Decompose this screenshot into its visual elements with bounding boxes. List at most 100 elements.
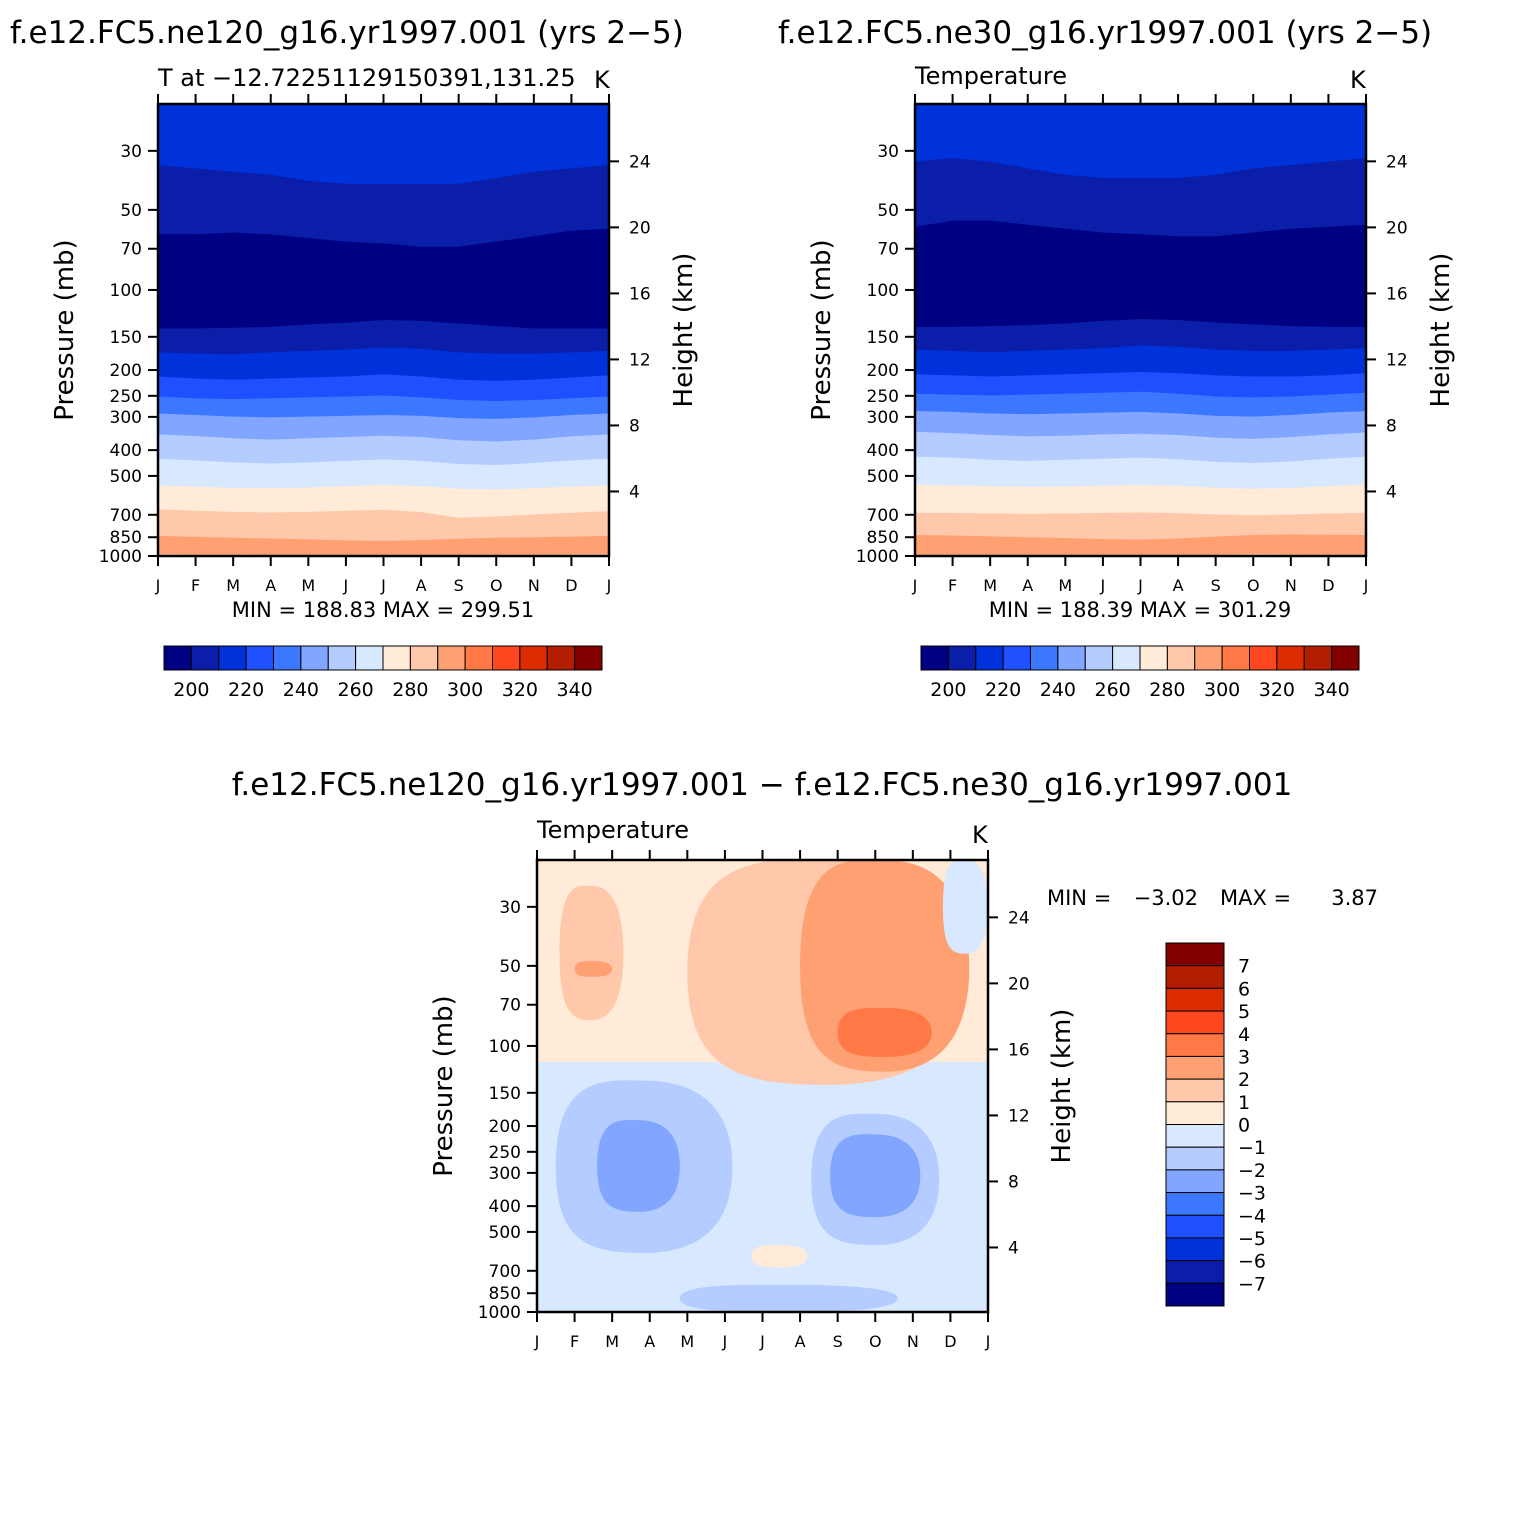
x-tick-label: J	[985, 1332, 991, 1351]
y2-tick-label: 16	[629, 284, 651, 304]
colorbar-swatch	[947, 645, 977, 671]
x-tick-label: O	[490, 576, 503, 595]
colorbar-label: 340	[1313, 679, 1349, 701]
colorbar-label: 0	[1238, 1115, 1250, 1137]
colorbar-swatch	[1165, 942, 1225, 967]
colorbar-label: 280	[392, 679, 428, 701]
x-tick-label: M	[226, 576, 240, 595]
colorbar-label: −6	[1238, 1251, 1266, 1273]
y-tick-label: 30	[120, 142, 142, 162]
x-tick-label: J	[606, 576, 612, 595]
colorbar-swatch	[163, 645, 192, 671]
panel1-ylabel: Pressure (mb)	[50, 239, 80, 420]
y-tick-label: 1000	[856, 547, 899, 567]
colorbar-swatch	[382, 645, 411, 671]
colorbar-label: 320	[1259, 679, 1295, 701]
panel2-ylabel: Pressure (mb)	[807, 239, 837, 420]
x-tick-label: A	[265, 576, 276, 595]
y2-tick-label: 24	[629, 152, 651, 172]
y-tick-label: 700	[867, 506, 899, 526]
colorbar-swatch	[1165, 1214, 1225, 1239]
y-tick-label: 200	[110, 361, 142, 381]
y-tick-label: 400	[867, 441, 899, 461]
x-tick-label: D	[565, 576, 577, 595]
y-tick-label: 850	[110, 528, 142, 548]
x-tick-label: J	[1100, 576, 1106, 595]
colorbar-swatch	[1165, 1101, 1225, 1125]
colorbar-swatch	[975, 645, 1004, 671]
panel3-stats-max-label: MAX =	[1220, 886, 1291, 910]
panel1-units: K	[594, 66, 611, 94]
x-tick-label: M	[680, 1332, 694, 1351]
y2-tick-label: 24	[1008, 908, 1030, 928]
y-tick-label: 700	[110, 506, 142, 526]
colorbar-label: 320	[502, 679, 538, 701]
panel3-ylabel: Pressure (mb)	[429, 995, 459, 1176]
colorbar-swatch	[574, 645, 603, 671]
y2-tick-label: 12	[629, 350, 651, 370]
colorbar-label: −7	[1238, 1273, 1266, 1295]
colorbar-label: 5	[1238, 1001, 1250, 1023]
panel3-stats-min-label: MIN =	[1047, 886, 1111, 910]
colorbar-swatch	[1112, 645, 1141, 671]
panel1-y2label: Height (km)	[669, 253, 699, 408]
y-tick-label: 700	[489, 1262, 521, 1282]
y2-tick-label: 8	[629, 416, 640, 436]
y-tick-label: 250	[489, 1143, 521, 1163]
y2-tick-label: 24	[1386, 152, 1408, 172]
panel2-title: Temperature	[914, 62, 1067, 90]
colorbar-label: −1	[1238, 1137, 1266, 1159]
colorbar-label: 340	[556, 679, 592, 701]
diff-region-10	[830, 1134, 921, 1218]
colorbar-swatch	[1165, 1169, 1225, 1194]
y-tick-label: 70	[120, 240, 142, 260]
colorbar-swatch	[492, 645, 521, 671]
y-tick-label: 30	[877, 142, 899, 162]
x-tick-label: D	[1322, 576, 1334, 595]
colorbar-label: 300	[447, 679, 483, 701]
panel1-colorbar: 200 220 240 260 280 300 320 340	[163, 645, 603, 701]
colorbar-swatch	[519, 645, 548, 671]
diff-region-8	[597, 1120, 680, 1212]
x-tick-label: N	[907, 1332, 919, 1351]
colorbar-label: 3	[1238, 1046, 1250, 1068]
panel2-stats: MIN = 188.39 MAX = 301.29	[989, 598, 1291, 622]
y-tick-label: 100	[867, 281, 899, 301]
colorbar-swatch	[1165, 1192, 1225, 1216]
colorbar-swatch	[1165, 1010, 1225, 1035]
colorbar-label: 280	[1149, 679, 1185, 701]
y-tick-label: 100	[489, 1037, 521, 1057]
diff-region-2	[559, 885, 624, 1021]
y-tick-label: 400	[110, 441, 142, 461]
x-tick-label: A	[644, 1332, 655, 1351]
colorbar-label: 260	[337, 679, 373, 701]
y-tick-label: 300	[110, 408, 142, 428]
colorbar-swatch	[218, 645, 247, 671]
panel3-title: Temperature	[536, 816, 689, 844]
colorbar-label: −4	[1238, 1205, 1266, 1227]
panel1-title: T at −12.72251129150391,131.25	[157, 64, 576, 92]
panel3-units: K	[972, 821, 989, 849]
x-tick-label: J	[380, 576, 386, 595]
colorbar-label: −5	[1238, 1228, 1266, 1250]
x-tick-label: J	[343, 576, 349, 595]
x-tick-label: A	[1022, 576, 1033, 595]
colorbar-label: 260	[1094, 679, 1130, 701]
y-tick-label: 200	[867, 361, 899, 381]
colorbar-swatch	[1139, 645, 1168, 671]
colorbar-swatch	[1165, 1237, 1225, 1262]
contour-band-11	[915, 484, 1366, 516]
colorbar-swatch	[1166, 645, 1196, 671]
y-tick-label: 100	[110, 281, 142, 301]
x-tick-label: N	[528, 576, 540, 595]
colorbar-swatch	[1057, 645, 1086, 671]
x-tick-label: A	[1173, 576, 1184, 595]
y-tick-label: 250	[110, 387, 142, 407]
colorbar-swatch	[327, 645, 357, 671]
colorbar-swatch	[464, 645, 493, 671]
colorbar-swatch	[300, 645, 329, 671]
y2-tick-label: 4	[629, 482, 640, 502]
